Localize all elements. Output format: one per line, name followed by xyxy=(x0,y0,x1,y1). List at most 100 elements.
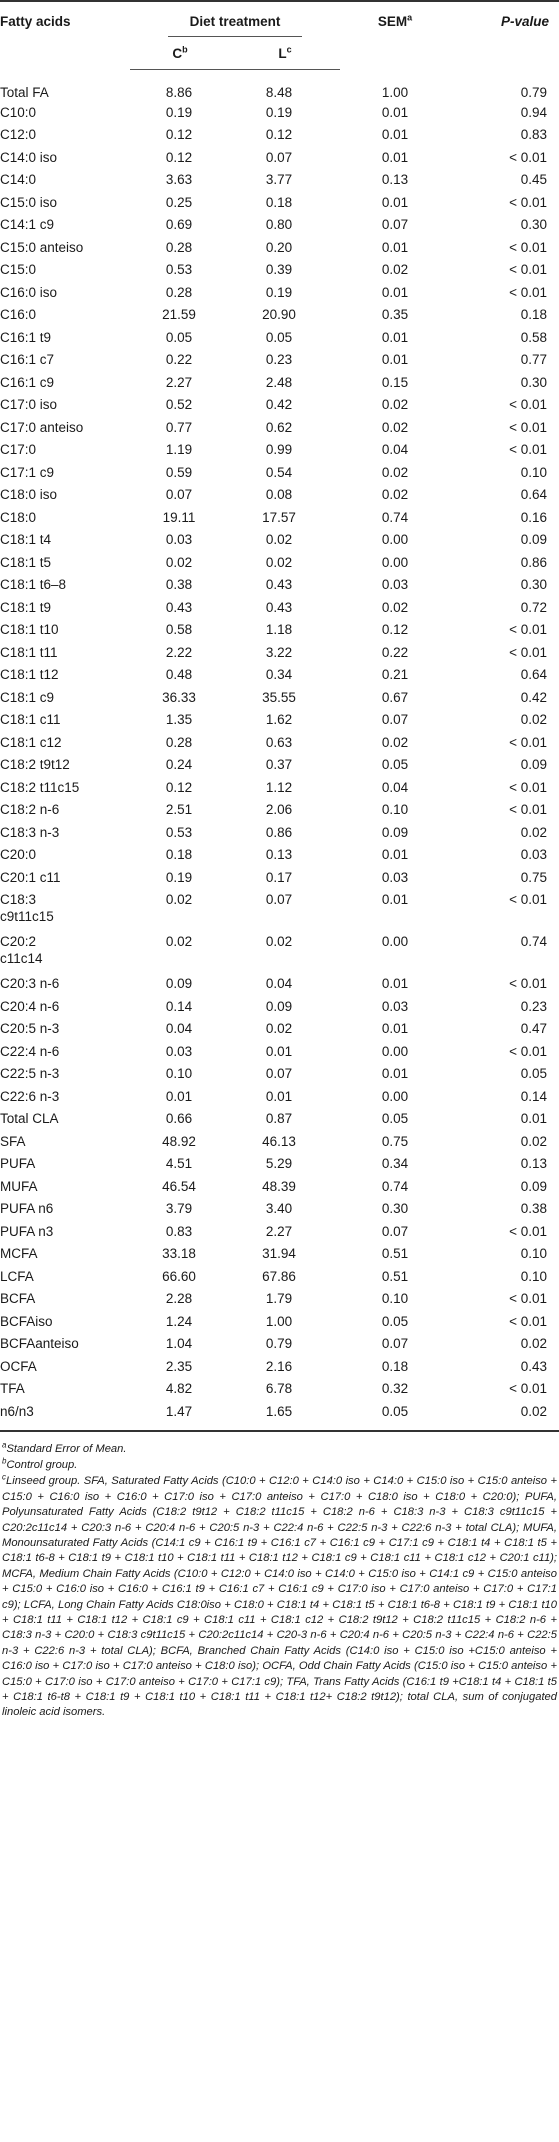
row-fatty-acid-name: BCFA xyxy=(0,1288,130,1311)
row-value-sem: 0.21 xyxy=(381,667,409,682)
row-value-sem: 0.18 xyxy=(381,1358,409,1374)
row-name-line: C18:3 xyxy=(0,892,37,907)
row-value-p: < 0.01 xyxy=(509,442,547,457)
row-fatty-acid-name: C20:4 n-6 xyxy=(0,996,130,1019)
row-value-c: 1.24 xyxy=(165,1313,193,1329)
row-value-c: 19.11 xyxy=(162,509,196,525)
table-row: C18:3 n-3 0.53 0.86 0.09 0.02 xyxy=(0,822,559,845)
row-name-line: C16:1 c7 xyxy=(0,352,55,367)
footnote-text: Linseed group. SFA, Saturated Fatty Acid… xyxy=(2,1475,557,1719)
row-name-line: C18:1 t4 xyxy=(0,532,52,547)
footnote-marker: b xyxy=(2,1456,7,1466)
row-value-l: 0.07 xyxy=(265,892,293,907)
header-diet-treatment: Diet treatment xyxy=(130,0,340,40)
row-fatty-acid-name: C14:1 c9 xyxy=(0,214,130,237)
row-value-p: 0.02 xyxy=(520,1133,547,1149)
row-value-sem: 0.02 xyxy=(381,734,409,750)
row-value-l: 3.77 xyxy=(265,172,293,187)
row-name-line: C18:3 n-3 xyxy=(0,824,60,840)
row-value-p: 0.13 xyxy=(520,1156,547,1171)
row-value-sem: 0.02 xyxy=(381,262,409,277)
header-l-sup: c xyxy=(286,44,292,55)
row-value-l: 0.17 xyxy=(265,869,293,885)
row-value-p: 0.16 xyxy=(520,509,547,525)
row-name-line: C18:1 t6–8 xyxy=(0,577,67,592)
row-value-c: 2.22 xyxy=(165,644,193,660)
row-value-c: 2.28 xyxy=(165,1291,193,1306)
row-value-l: 0.02 xyxy=(265,934,293,949)
row-value-l: 0.02 xyxy=(265,1021,293,1036)
row-value-p: < 0.01 xyxy=(509,284,547,300)
row-fatty-acid-name: C18:1 t4 xyxy=(0,529,130,552)
row-value-c: 0.52 xyxy=(165,397,193,412)
fatty-acids-table: Fatty acids Diet treatment SEMa P-value … xyxy=(0,0,559,1432)
table-row: C18:0 iso 0.07 0.08 0.02 0.64 xyxy=(0,484,559,507)
row-name-line: TFA xyxy=(0,1381,25,1396)
row-value-p: < 0.01 xyxy=(509,779,547,795)
row-value-sem: 0.07 xyxy=(381,712,409,727)
header-fatty-acids: Fatty acids xyxy=(0,0,130,70)
row-name-line: C18:1 c12 xyxy=(0,734,62,750)
row-name-line: C18:2 n-6 xyxy=(0,802,60,817)
row-fatty-acid-name: C18:2 t11c15 xyxy=(0,777,130,800)
row-value-p: 0.77 xyxy=(520,352,547,367)
table-row: C17:0 1.19 0.99 0.04 < 0.01 xyxy=(0,439,559,462)
row-value-l: 1.12 xyxy=(265,779,293,795)
row-value-c: 0.69 xyxy=(165,217,193,232)
row-fatty-acid-name: SFA xyxy=(0,1131,130,1154)
row-name-line: C18:1 t5 xyxy=(0,554,52,570)
row-value-p: < 0.01 xyxy=(509,892,547,907)
row-value-l: 67.86 xyxy=(262,1268,296,1284)
row-value-sem: 0.05 xyxy=(340,1400,450,1432)
table-container: Fatty acids Diet treatment SEMa P-value … xyxy=(0,0,559,1719)
row-value-p: 0.02 xyxy=(520,824,547,840)
table-row: C16:1 t9 0.05 0.05 0.01 0.58 xyxy=(0,327,559,350)
row-name-line: Total CLA xyxy=(0,1111,59,1126)
table-row: C15:0 0.53 0.39 0.02 < 0.01 xyxy=(0,259,559,282)
row-value-l: 0.39 xyxy=(265,262,293,277)
row-value-c: 4.82 xyxy=(165,1381,193,1396)
row-fatty-acid-name: C22:6 n-3 xyxy=(0,1086,130,1109)
row-fatty-acid-name: OCFA xyxy=(0,1356,130,1379)
row-value-c: 0.01 xyxy=(165,1088,193,1104)
row-value-c: 4.51 xyxy=(165,1156,193,1171)
row-value-sem: 0.01 xyxy=(381,284,409,300)
table-row: C18:1 t4 0.03 0.02 0.00 0.09 xyxy=(0,529,559,552)
table-row: C17:1 c9 0.59 0.54 0.02 0.10 xyxy=(0,462,559,485)
row-value-c: 0.43 xyxy=(165,599,193,615)
row-value-l: 0.37 xyxy=(265,757,293,772)
table-body: Total FA 8.86 8.48 1.00 0.79 C10:0 0.19 0.19 0.0… xyxy=(0,70,559,1432)
row-value-c: 0.09 xyxy=(165,976,193,991)
row-value-l: 2.48 xyxy=(265,374,293,390)
row-name-line-2: c9t11c15 xyxy=(0,909,54,924)
row-value-p: < 0.01 xyxy=(509,976,547,991)
row-value-sem: 0.13 xyxy=(381,172,409,187)
footnote: bControl group. xyxy=(2,1456,557,1473)
row-fatty-acid-name: C12:0 xyxy=(0,124,130,147)
row-name-line: n6/n3 xyxy=(0,1403,34,1419)
row-value-l: 0.02 xyxy=(265,532,293,547)
row-value-l: 2.16 xyxy=(265,1358,293,1374)
row-name-line: C18:0 xyxy=(0,509,37,525)
row-value-sem: 0.22 xyxy=(381,644,409,660)
table-row: C17:0 iso 0.52 0.42 0.02 < 0.01 xyxy=(0,394,559,417)
table-row: C18:2 t11c15 0.12 1.12 0.04 < 0.01 xyxy=(0,777,559,800)
table-row: Total FA 8.86 8.48 1.00 0.79 xyxy=(0,70,559,102)
row-name-line: C15:0 anteiso xyxy=(0,239,84,255)
row-value-c: 2.51 xyxy=(165,802,193,817)
row-name-line: C18:1 t9 xyxy=(0,599,52,615)
header-c-sup: b xyxy=(182,44,188,55)
row-name-line: C17:0 anteiso xyxy=(0,419,84,435)
row-value-p: 0.30 xyxy=(520,577,547,592)
table-row: C14:0 3.63 3.77 0.13 0.45 xyxy=(0,169,559,192)
row-fatty-acid-name: C16:1 c7 xyxy=(0,349,130,372)
row-fatty-acid-name: TFA xyxy=(0,1378,130,1401)
row-value-c: 0.77 xyxy=(165,419,193,435)
row-fatty-acid-name: C16:0 iso xyxy=(0,282,130,305)
row-value-sem: 0.00 xyxy=(381,934,409,949)
table-row: C16:0 iso 0.28 0.19 0.01 < 0.01 xyxy=(0,282,559,305)
row-fatty-acid-name: C16:0 xyxy=(0,304,130,327)
header-sem-sup: a xyxy=(407,12,413,23)
table-row: C14:0 iso 0.12 0.07 0.01 < 0.01 xyxy=(0,147,559,170)
row-value-c: 0.66 xyxy=(165,1111,193,1126)
